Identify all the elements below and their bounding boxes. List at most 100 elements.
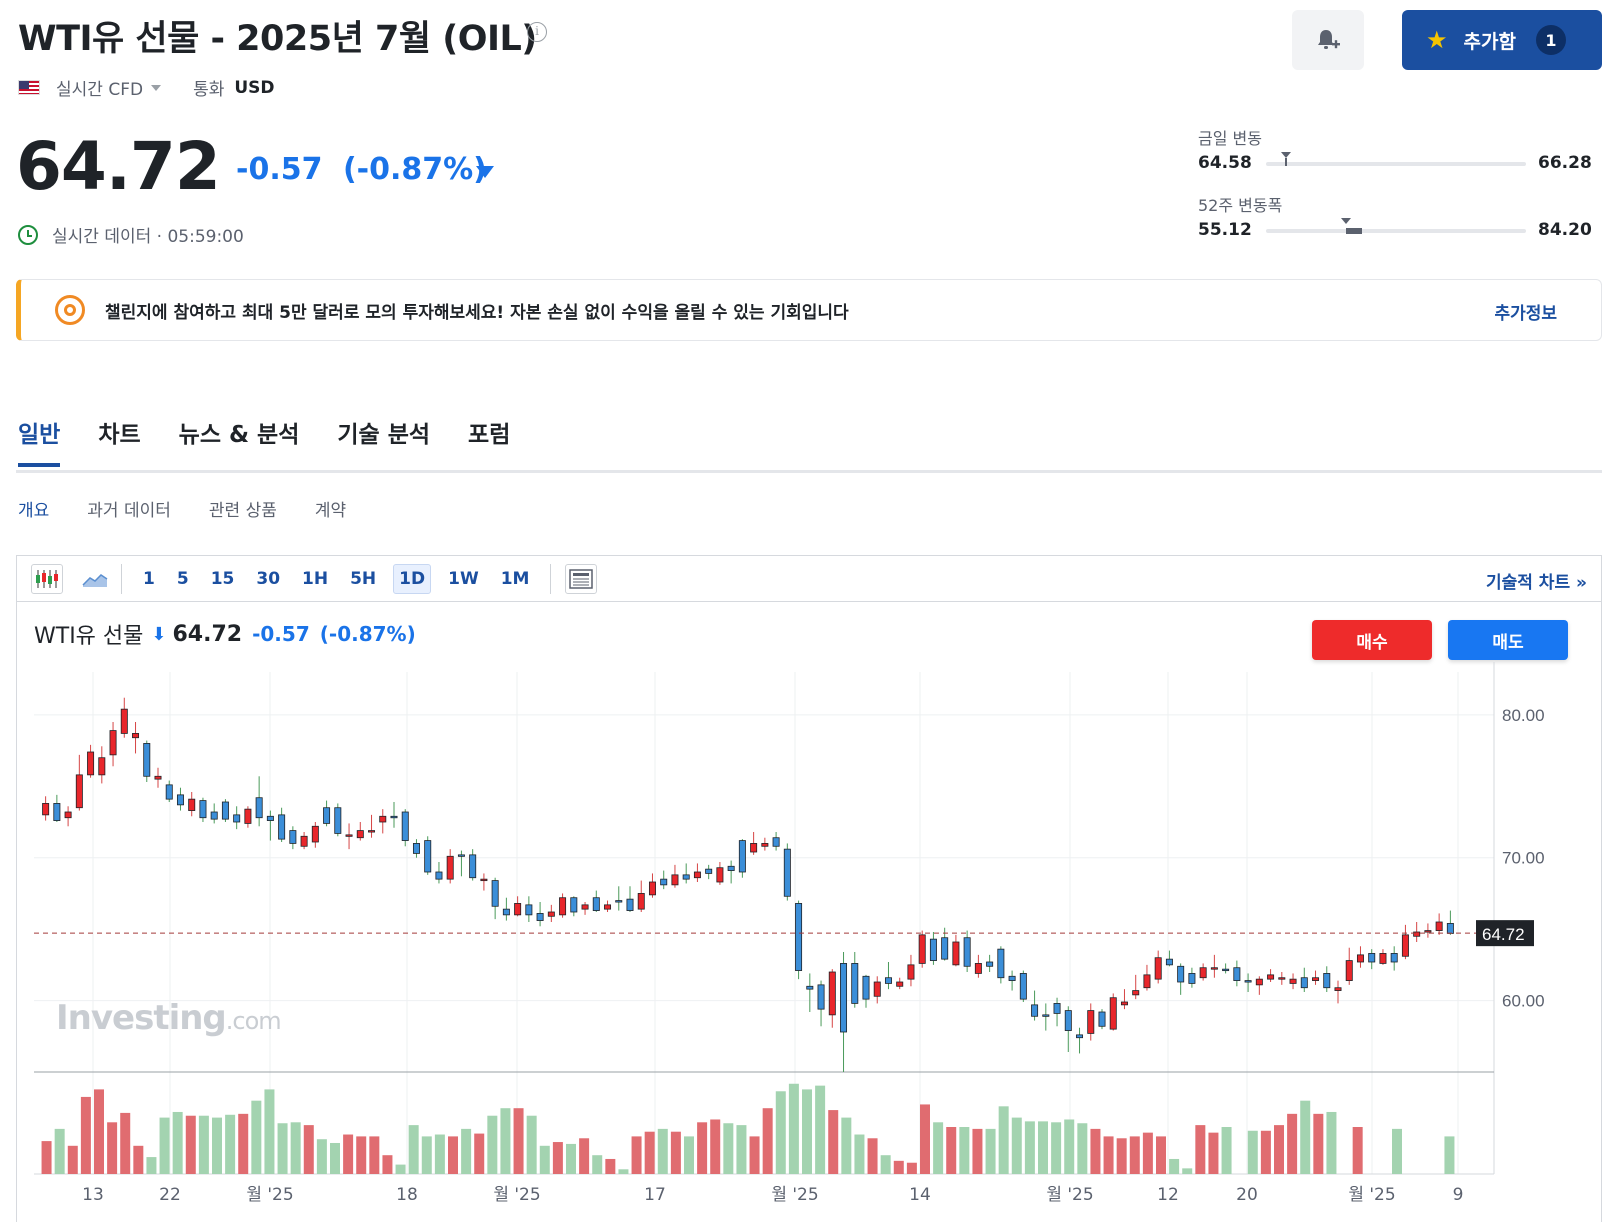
candle	[345, 834, 353, 837]
volume-bar	[1142, 1132, 1153, 1174]
tab-news[interactable]: 뉴스 & 분석	[178, 422, 300, 448]
x-tick-label: 12	[1157, 1185, 1179, 1205]
candle	[974, 963, 982, 974]
candle	[559, 897, 567, 916]
candle	[1087, 1010, 1095, 1034]
candle	[783, 848, 791, 897]
candle	[1233, 967, 1241, 981]
candle	[1132, 990, 1140, 996]
volume-bar	[657, 1128, 668, 1174]
timeframe-15m[interactable]: 15	[210, 568, 235, 589]
candle	[75, 774, 83, 809]
volume-bar	[802, 1089, 812, 1174]
candle	[1064, 1010, 1072, 1031]
banner-more-link[interactable]: 추가정보	[1494, 304, 1557, 324]
add-button-label: 추가함	[1463, 30, 1516, 53]
chevron-down-icon[interactable]	[151, 84, 162, 91]
volume-bar	[1038, 1121, 1048, 1174]
add-to-watchlist-button[interactable]: ★ 추가함 1	[1402, 10, 1602, 70]
timeframe-1h[interactable]: 1H	[302, 568, 329, 589]
chart-change: -0.57	[252, 622, 310, 646]
volume-bar	[133, 1145, 144, 1174]
volume-bar	[330, 1142, 340, 1174]
candle	[1019, 973, 1027, 1000]
candle	[457, 854, 465, 857]
candle	[1222, 968, 1230, 972]
candle	[42, 803, 50, 816]
tab-forum[interactable]: 포럼	[468, 422, 511, 448]
candle	[412, 843, 420, 854]
area-type-icon[interactable]	[79, 564, 111, 594]
subtab-contracts[interactable]: 계약	[314, 501, 347, 521]
table-view-icon[interactable]	[565, 563, 598, 594]
candle	[570, 897, 578, 913]
volume-bar	[1116, 1138, 1127, 1174]
volume-bar	[1221, 1127, 1232, 1174]
candle	[896, 981, 904, 987]
subtab-history[interactable]: 과거 데이터	[87, 501, 171, 521]
volume-bar	[382, 1155, 393, 1174]
candlestick-type-icon[interactable]	[31, 563, 63, 594]
volume-bar	[487, 1115, 498, 1174]
tab-technical[interactable]: 기술 분석	[337, 422, 431, 448]
week52-range-label: 52주 변동폭	[1198, 196, 1283, 215]
candle	[536, 913, 544, 921]
info-icon[interactable]: i	[527, 22, 547, 42]
volume-bar	[972, 1128, 983, 1174]
x-tick-label: 22	[159, 1185, 181, 1205]
volume-bar	[618, 1169, 629, 1174]
candle	[795, 903, 803, 971]
source-selector[interactable]: 실시간 CFD	[56, 80, 144, 100]
timeframe-30m[interactable]: 30	[256, 568, 281, 589]
timeframe-1w[interactable]: 1W	[448, 568, 479, 589]
volume-bar	[1326, 1111, 1337, 1174]
technical-chart-link[interactable]: 기술적 차트 »	[1485, 573, 1587, 593]
day-range-low: 64.58	[1198, 153, 1252, 173]
volume-bar	[841, 1117, 852, 1174]
candle	[828, 971, 836, 1016]
volume-bar	[1274, 1125, 1284, 1174]
y-tick-label: 60.00	[1502, 992, 1545, 1011]
volume-bar	[198, 1115, 209, 1174]
volume-bar	[1090, 1128, 1101, 1174]
volume-bar	[369, 1136, 380, 1174]
sell-button[interactable]: 매도	[1448, 620, 1568, 660]
subtab-related[interactable]: 관련 상품	[208, 501, 277, 521]
watermark-brand: Investing	[56, 998, 227, 1038]
candle	[120, 708, 128, 734]
volume-bar	[251, 1100, 262, 1174]
candle	[884, 977, 892, 984]
subtab-summary[interactable]: 개요	[18, 501, 50, 521]
candle	[1446, 923, 1454, 934]
volume-bar	[539, 1145, 550, 1174]
tab-overview[interactable]: 일반	[18, 415, 61, 467]
x-tick-label: 13	[82, 1185, 104, 1205]
volume-bar	[290, 1122, 301, 1174]
tab-chart[interactable]: 차트	[98, 422, 141, 448]
timeframe-1mo[interactable]: 1M	[500, 568, 530, 589]
candle	[1379, 953, 1387, 964]
volume-bar	[356, 1136, 367, 1174]
timeframe-1m[interactable]: 1	[143, 568, 155, 589]
timeframe-5h[interactable]: 5H	[350, 568, 377, 589]
volume-bar	[1182, 1168, 1193, 1174]
candle	[772, 837, 780, 847]
volume-bar	[395, 1164, 406, 1174]
change-value: -0.57	[236, 152, 323, 187]
timeframe-1d[interactable]: 1D	[393, 563, 432, 594]
volume-bar	[1392, 1128, 1402, 1174]
candle	[311, 825, 319, 843]
candle	[1008, 975, 1016, 981]
arrow-down-icon	[476, 166, 494, 178]
timeframe-5m[interactable]: 5	[176, 568, 189, 589]
candle	[1143, 974, 1151, 989]
buy-button[interactable]: 매수	[1312, 620, 1432, 660]
x-tick-label: 월 '25	[246, 1185, 293, 1205]
candle	[727, 865, 735, 871]
volume-bar	[408, 1125, 419, 1174]
volume-bar	[631, 1136, 642, 1174]
week52-range-low: 55.12	[1198, 220, 1252, 240]
add-alert-button[interactable]	[1292, 10, 1364, 70]
candle	[1401, 934, 1409, 957]
